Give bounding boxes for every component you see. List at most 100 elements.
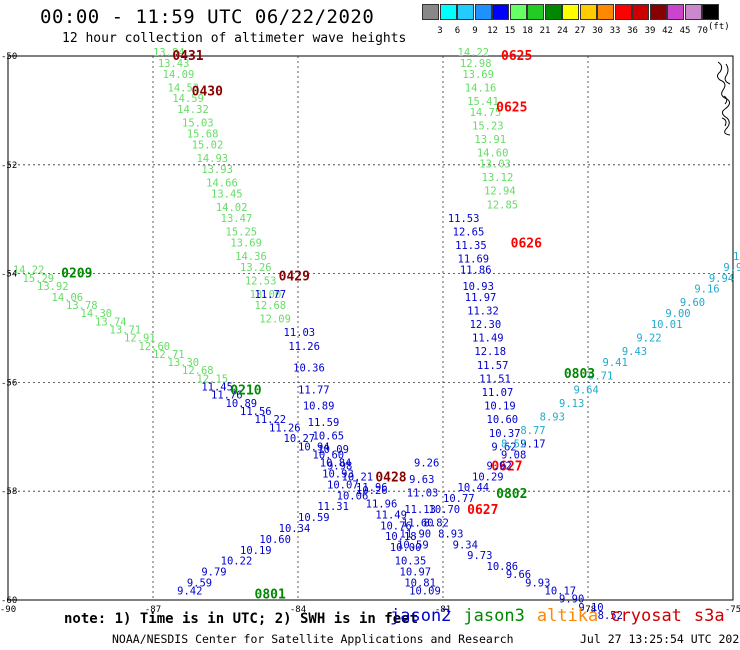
swh-value: 8.82 <box>424 518 449 530</box>
swh-value: 9.64 <box>574 384 599 396</box>
swh-value: 11.96 <box>356 482 388 494</box>
swh-value: 10.35 <box>395 556 427 568</box>
legend-label: 42 <box>662 26 673 36</box>
swh-value: 10.65 <box>313 431 345 443</box>
swh-value: 9.42 <box>177 586 202 598</box>
swh-value: 9.13 <box>559 398 584 410</box>
swh-value: 10.21 <box>342 471 374 483</box>
swh-value: 13.45 <box>211 188 243 200</box>
satellite-name: cryosat <box>610 606 682 626</box>
swh-value: 10.29 <box>472 471 504 483</box>
legend-label: 33 <box>609 26 621 36</box>
swh-value: 14.02 <box>216 202 248 214</box>
swh-value: 9.60 <box>680 297 705 309</box>
swh-value: 10.01 <box>651 319 683 331</box>
pass-time-label: 0431 <box>172 49 203 64</box>
swh-value: 10.17 <box>545 586 577 598</box>
lon-tick-label: -90 <box>0 605 16 615</box>
swh-value: 13.47 <box>221 213 253 225</box>
swh-value: 11.96 <box>366 499 398 511</box>
legend-swatch <box>649 4 667 20</box>
legend-label: 18 <box>522 26 533 36</box>
swh-value: 10.36 <box>293 363 325 375</box>
lat-tick-label: -56 <box>1 378 17 388</box>
swh-value: 10.70 <box>429 504 461 516</box>
swh-value: 10.00 <box>390 542 422 554</box>
legend-swatch <box>684 4 702 20</box>
swh-value: 12.71 <box>153 349 185 361</box>
swh-value: 9.34 <box>453 539 478 551</box>
legend-swatch <box>579 4 597 20</box>
lat-tick-label: -52 <box>1 161 17 171</box>
swh-value: 9.08 <box>501 450 526 462</box>
satellite-name: jason2 <box>390 606 452 626</box>
swh-value: 10.97 <box>400 567 432 579</box>
swh-value: 15.03 <box>182 118 214 130</box>
swh-value: 10.93 <box>462 281 494 293</box>
swh-value: 12.85 <box>487 199 519 211</box>
coastline <box>717 61 731 136</box>
swh-value: 10.84 <box>320 458 352 470</box>
swh-value: 12.53 <box>245 275 277 287</box>
map-subtitle: 12 hour collection of altimeter wave hei… <box>62 31 407 46</box>
swh-value: 13.69 <box>230 237 262 249</box>
swh-value: 11.77 <box>255 289 287 301</box>
swh-value: 11.49 <box>472 333 504 345</box>
swh-value: 11.45 <box>201 382 233 394</box>
swh-value: 14.53 <box>168 82 200 94</box>
swh-value: 13.26 <box>240 262 272 274</box>
lon-tick-label: -75 <box>725 605 740 615</box>
swh-value: 9.66 <box>506 569 531 581</box>
legend-swatch <box>632 4 649 20</box>
swh-value: 9.94 <box>709 273 734 285</box>
swh-value: 10.94 <box>298 441 330 453</box>
legend-label: 30 <box>592 26 603 36</box>
swh-value: 10.60 <box>259 534 291 546</box>
swh-value: 12.65 <box>453 227 485 239</box>
legend-label: 24 <box>557 26 568 36</box>
swh-value: 11.57 <box>477 360 509 372</box>
swh-value: 11.76 <box>211 390 243 402</box>
swh-value: 11.26 <box>269 422 301 434</box>
pass-time-label: 0625 <box>501 49 532 64</box>
swh-value: 10.60 <box>487 414 519 426</box>
swh-value: 11.07 <box>482 387 514 399</box>
swh-value: 13.93 <box>201 164 233 176</box>
lat-tick-label: -58 <box>1 487 17 497</box>
swh-value: 10.27 <box>284 433 316 445</box>
swh-value: 10.06 <box>337 490 369 502</box>
swh-value: 10.76 <box>380 520 412 532</box>
lon-tick-label: -84 <box>290 605 306 615</box>
swh-value: 13.74 <box>95 316 127 328</box>
swh-value: 13.12 <box>482 172 514 184</box>
swh-value: 11.35 <box>455 240 487 252</box>
swh-value: 13.84 <box>153 47 185 59</box>
lat-tick-label: -50 <box>1 52 17 62</box>
swh-value: 10.19 <box>484 401 516 413</box>
swh-value: 11.69 <box>458 254 490 266</box>
legend-swatch <box>439 4 457 20</box>
swh-value: 10.59 <box>298 512 330 524</box>
swh-value: 15.68 <box>187 129 219 141</box>
swh-value: 13.91 <box>474 134 506 146</box>
swh-value: 10.22 <box>221 556 253 568</box>
swh-value: 9.92 <box>487 460 512 472</box>
legend-swatch <box>457 4 474 20</box>
swh-value: 9.90 <box>559 594 584 606</box>
swh-value: 10.89 <box>226 398 258 410</box>
swh-value: 10.59 <box>397 539 429 551</box>
swh-value: 11.60 <box>402 518 434 530</box>
map-title: 00:00 - 11:59 UTC 06/22/2020 <box>40 6 375 28</box>
footer-note: note: 1) Time is in UTC; 2) SWH is in fe… <box>64 611 419 627</box>
swh-value: 14.16 <box>465 82 497 94</box>
swh-value: 9.79 <box>201 567 226 579</box>
lon-tick-label: -78 <box>580 605 596 615</box>
swh-value: 10.60 <box>313 450 345 462</box>
satellite-name: jason3 <box>463 606 525 626</box>
swh-value: 9.73 <box>467 550 492 562</box>
swh-value: 10.07 <box>327 479 359 491</box>
lat-tick-label: -60 <box>1 596 17 606</box>
legend-swatch <box>527 4 544 20</box>
legend-label: 39 <box>644 26 656 36</box>
swh-value: 15.41 <box>467 96 499 108</box>
